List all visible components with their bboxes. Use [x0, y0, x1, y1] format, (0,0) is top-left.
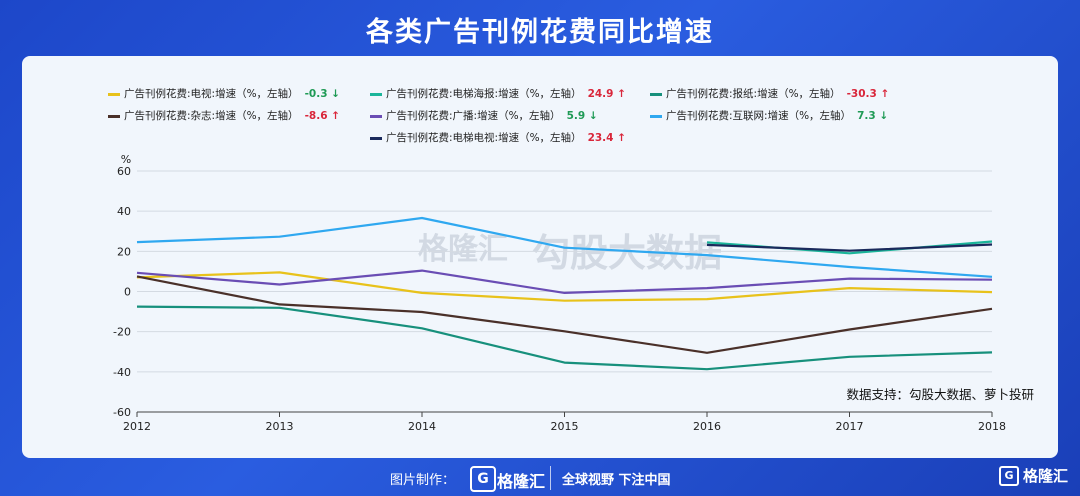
x-tick-label: 2017	[836, 420, 864, 433]
legend-label: 广告刊例花费:电梯电视:增速（%，左轴）	[386, 132, 582, 144]
x-tick-label: 2014	[408, 420, 436, 433]
legend-value: -30.3 ↑	[846, 88, 890, 100]
watermark-data: 勾股大数据	[532, 231, 723, 275]
legend-item: 广告刊例花费:广播:增速（%，左轴） 5.9 ↓	[370, 108, 598, 123]
x-tick-label: 2012	[123, 420, 151, 433]
y-axis-unit-label: %	[121, 153, 131, 166]
legend-value: -8.6 ↑	[304, 110, 340, 122]
series-line	[136, 216, 993, 278]
series-line	[136, 271, 993, 302]
y-tick-label: -20	[113, 326, 131, 339]
legend-swatch	[650, 114, 662, 118]
y-tick-label: 40	[117, 205, 131, 218]
legend-item: 广告刊例花费:电梯电视:增速（%，左轴） 23.4 ↑	[370, 130, 626, 145]
legend-label: 广告刊例花费:报纸:增速（%，左轴）	[666, 88, 841, 100]
legend-label: 广告刊例花费:互联网:增速（%，左轴）	[666, 110, 852, 122]
legend-label: 广告刊例花费:电梯海报:增速（%，左轴）	[386, 88, 582, 100]
chart-panel	[22, 56, 1058, 458]
footer-divider	[550, 466, 551, 490]
y-tick-label: 20	[117, 245, 131, 258]
y-tick-label: -60	[113, 406, 131, 419]
legend-value: 23.4 ↑	[587, 132, 626, 144]
footer-brand: 格隆汇	[497, 472, 546, 491]
legend-swatch	[650, 92, 662, 96]
legend-value: 5.9 ↓	[566, 110, 598, 122]
footer-slogan: 全球视野 下注中国	[562, 473, 671, 488]
legend-value: 24.9 ↑	[587, 88, 626, 100]
y-tick-label: -40	[113, 366, 131, 379]
legend-swatch	[370, 136, 382, 140]
legend-label: 广告刊例花费:电视:增速（%，左轴）	[124, 88, 299, 100]
legend-value: 7.3 ↓	[857, 110, 889, 122]
x-tick-label: 2018	[978, 420, 1006, 433]
grid-lines	[137, 170, 992, 413]
watermark-brand: 格隆汇	[418, 232, 508, 267]
legend-label: 广告刊例花费:杂志:增速（%，左轴）	[124, 110, 299, 122]
legend-swatch	[370, 114, 382, 118]
series-line	[706, 243, 993, 252]
legend-item: 广告刊例花费:电梯海报:增速（%，左轴） 24.9 ↑	[370, 86, 626, 101]
legend-item: 广告刊例花费:报纸:增速（%，左轴） -30.3 ↑	[650, 86, 889, 101]
corner-logo-icon: G	[998, 466, 1019, 486]
series-lines	[136, 216, 993, 371]
legend-item: 广告刊例花费:电视:增速（%，左轴） -0.3 ↓	[108, 86, 340, 101]
legend-swatch	[370, 92, 382, 96]
series-line	[136, 269, 993, 294]
corner-logo: G 格隆汇	[998, 465, 1068, 486]
legend-label: 广告刊例花费:广播:增速（%，左轴）	[386, 110, 561, 122]
legend-swatch	[108, 114, 120, 118]
chart-title: 各类广告刊例花费同比增速	[366, 17, 714, 48]
y-tick-label: 60	[117, 165, 131, 178]
series-line	[136, 305, 993, 371]
y-tick-label: 0	[124, 286, 131, 299]
legend-item: 广告刊例花费:互联网:增速（%，左轴） 7.3 ↓	[650, 108, 888, 123]
data-source: 数据支持：勾股大数据、萝卜投研	[846, 387, 1034, 402]
brand-logo-icon: G	[470, 466, 496, 492]
series-line	[136, 275, 993, 354]
legend-item: 广告刊例花费:杂志:增速（%，左轴） -8.6 ↑	[108, 108, 340, 123]
legend-value: -0.3 ↓	[304, 88, 340, 100]
corner-brand: 格隆汇	[1022, 466, 1068, 485]
footer: 图片制作： G 格隆汇 全球视野 下注中国	[0, 458, 1080, 496]
legend-swatch	[108, 92, 120, 96]
x-tick-label: 2013	[266, 420, 294, 433]
x-tick-label: 2016	[693, 420, 721, 433]
x-tick-labels: 2012 2013 2014 2015 2016 2017 2018	[123, 412, 1006, 433]
x-tick-label: 2015	[551, 420, 579, 433]
y-tick-labels: 60 40 20 0 -20 -40 -60	[113, 165, 131, 419]
footer-credit: 图片制作：	[390, 473, 456, 488]
